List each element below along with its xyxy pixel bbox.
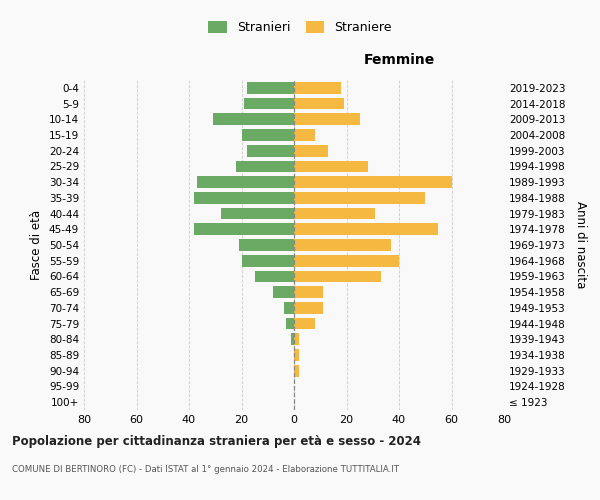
Bar [294,318,315,330]
Bar [212,114,294,125]
Bar [294,98,344,110]
Bar [294,286,323,298]
Bar [294,302,323,314]
Bar [294,114,359,125]
Bar [241,129,294,141]
Bar [239,239,294,251]
Bar [294,145,328,156]
Bar [286,318,294,330]
Bar [241,255,294,266]
Bar [294,224,439,235]
Y-axis label: Anni di nascita: Anni di nascita [574,202,587,288]
Bar [244,98,294,110]
Bar [247,145,294,156]
Bar [294,192,425,204]
Bar [194,224,294,235]
Bar [236,160,294,172]
Bar [292,334,294,345]
Bar [294,349,299,361]
Bar [254,270,294,282]
Bar [294,365,299,376]
Bar [247,82,294,94]
Bar [294,160,367,172]
Bar [221,208,294,220]
Bar [273,286,294,298]
Bar [294,255,399,266]
Text: COMUNE DI BERTINORO (FC) - Dati ISTAT al 1° gennaio 2024 - Elaborazione TUTTITAL: COMUNE DI BERTINORO (FC) - Dati ISTAT al… [12,465,399,474]
Bar [194,192,294,204]
Legend: Stranieri, Straniere: Stranieri, Straniere [203,16,397,40]
Bar [284,302,294,314]
Bar [294,270,380,282]
Y-axis label: Fasce di età: Fasce di età [31,210,43,280]
Bar [294,129,315,141]
Text: Femmine: Femmine [364,53,434,67]
Text: Popolazione per cittadinanza straniera per età e sesso - 2024: Popolazione per cittadinanza straniera p… [12,435,421,448]
Bar [197,176,294,188]
Bar [294,239,391,251]
Bar [294,208,376,220]
Bar [294,176,452,188]
Bar [294,334,299,345]
Bar [294,82,341,94]
